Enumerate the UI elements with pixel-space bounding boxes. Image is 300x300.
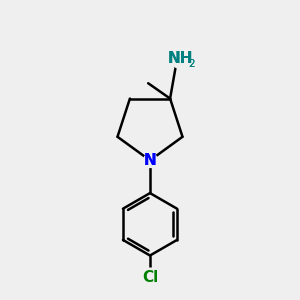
Text: N: N xyxy=(144,153,156,168)
Text: NH: NH xyxy=(167,51,193,66)
Text: NH: NH xyxy=(167,51,193,66)
Text: 2: 2 xyxy=(188,59,195,69)
Text: N: N xyxy=(144,153,156,168)
Text: Cl: Cl xyxy=(142,270,158,285)
Text: 2: 2 xyxy=(188,59,195,69)
